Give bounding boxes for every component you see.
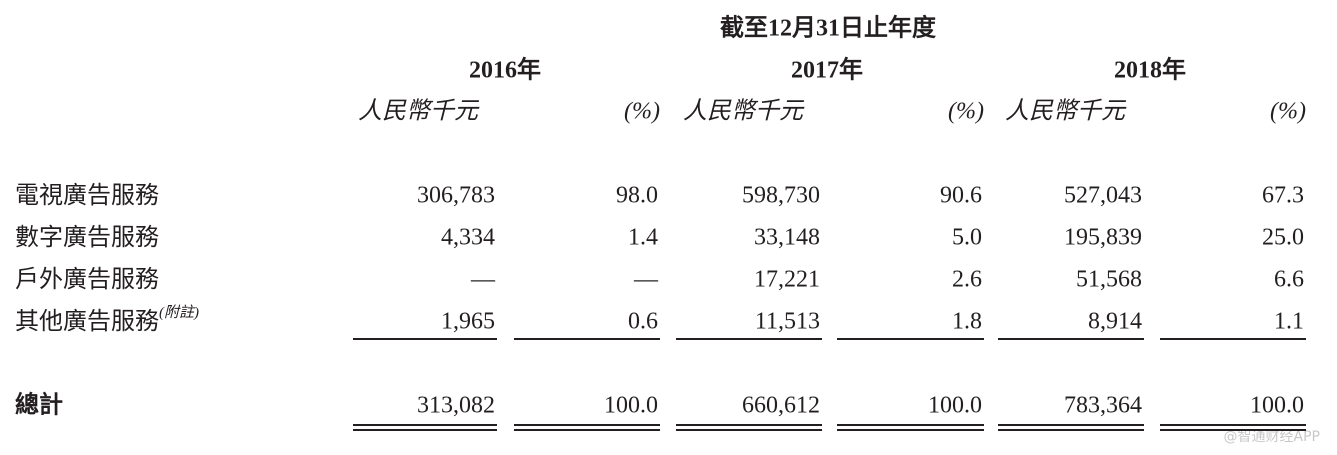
footnote-mark: (附註) — [159, 304, 199, 321]
cell: 1,965 — [441, 309, 495, 335]
cell: 598,730 — [742, 183, 820, 209]
cell: 0.6 — [628, 309, 658, 335]
unit-header: 人民幣千元 — [683, 98, 805, 125]
cell: 90.6 — [940, 183, 982, 209]
cell: 195,839 — [1064, 225, 1142, 251]
unit-header: (%) — [948, 99, 984, 125]
row-label: 數字廣告服務 — [15, 224, 159, 251]
total-cell: 100.0 — [928, 393, 982, 419]
cell: 1.8 — [952, 309, 982, 335]
row-label: 電視廣告服務 — [15, 182, 159, 209]
total-cell: 783,364 — [1064, 393, 1142, 419]
cell: 306,783 — [417, 183, 495, 209]
period-title: 截至12月31日止年度 — [720, 14, 937, 42]
year-header: 2016年 — [469, 56, 541, 84]
cell: 1.1 — [1274, 309, 1304, 335]
unit-header: 人民幣千元 — [358, 98, 480, 125]
total-label: 總計 — [15, 391, 63, 419]
year-header: 2017年 — [791, 56, 863, 84]
row-label-text: 戶外廣告服務 — [15, 266, 159, 293]
cell: 4,334 — [441, 225, 495, 251]
cell: 51,568 — [1076, 267, 1142, 293]
cell: 5.0 — [952, 225, 982, 251]
cell: 8,914 — [1088, 309, 1142, 335]
cell: 98.0 — [616, 183, 658, 209]
total-cell: 660,612 — [742, 393, 820, 419]
year-header: 2018年 — [1114, 56, 1186, 84]
unit-header: (%) — [624, 99, 660, 125]
row-label: 戶外廣告服務 — [15, 266, 159, 293]
row-label: 其他廣告服務(附註) — [15, 304, 199, 334]
cell: 1.4 — [628, 225, 658, 251]
watermark: @智通财经APP — [1224, 429, 1320, 445]
total-cell: 313,082 — [417, 393, 495, 419]
row-label-text: 數字廣告服務 — [15, 224, 159, 251]
cell: 6.6 — [1274, 267, 1304, 293]
cell: 67.3 — [1262, 183, 1304, 209]
cell: 17,221 — [754, 267, 820, 293]
unit-header: (%) — [1270, 99, 1306, 125]
cell: — — [633, 267, 659, 293]
row-label-text: 電視廣告服務 — [15, 182, 159, 209]
cell: 527,043 — [1064, 183, 1142, 209]
cell: 11,513 — [755, 309, 820, 335]
unit-header: 人民幣千元 — [1005, 98, 1127, 125]
total-cell: 100.0 — [1250, 393, 1304, 419]
cell: — — [470, 267, 496, 293]
cell: 33,148 — [754, 225, 820, 251]
row-label-text: 其他廣告服務 — [15, 308, 159, 335]
total-cell: 100.0 — [604, 393, 658, 419]
cell: 25.0 — [1262, 225, 1304, 251]
cell: 2.6 — [952, 267, 982, 293]
